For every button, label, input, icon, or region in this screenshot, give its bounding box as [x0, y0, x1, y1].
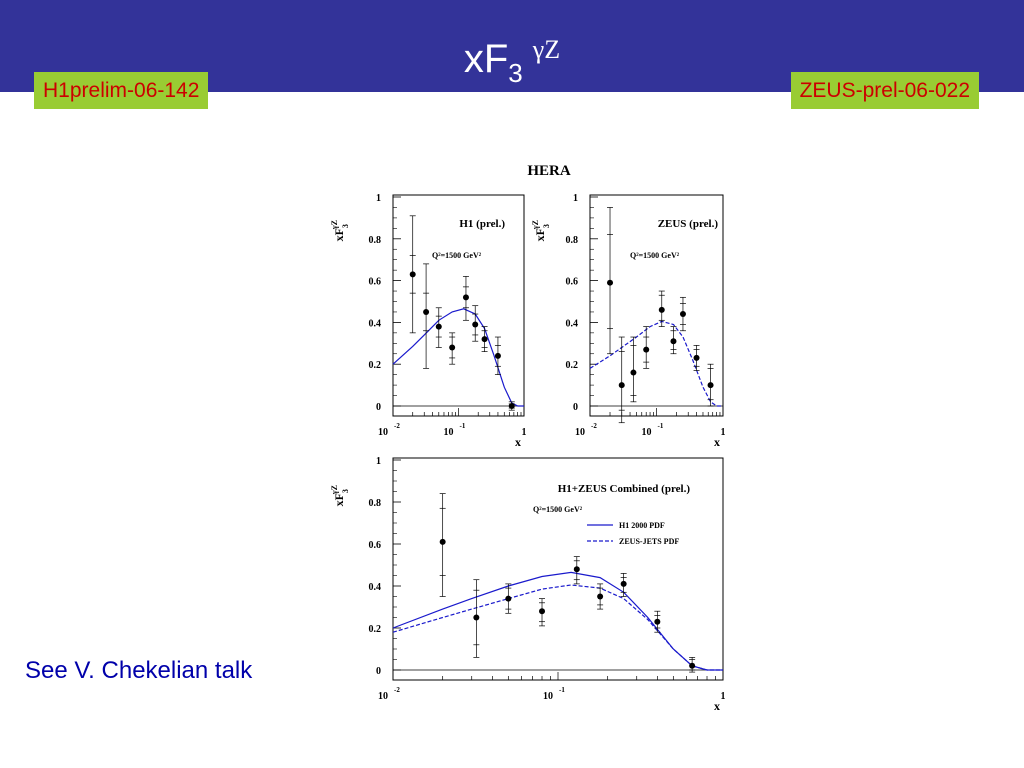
panel2-q2-label: Q²=1500 GeV²	[630, 251, 680, 260]
panel3-x-axis-label: x	[714, 699, 720, 713]
panel2-data-point	[693, 354, 700, 361]
slide-title: xF3 γZ	[0, 26, 1024, 97]
panel2-x-tick-exponent: -2	[591, 422, 597, 430]
panel2-x-tick-label: 10	[575, 427, 585, 438]
title-superscript: γZ	[532, 35, 561, 64]
title-main: xF	[463, 37, 509, 81]
panel1-x-tick-label: 10	[444, 427, 454, 438]
panel2-data-point	[643, 346, 650, 353]
panel1-y-axis-label: xF3γZ	[330, 220, 350, 241]
panel3-data-point	[573, 566, 580, 573]
panel2-data-point	[658, 306, 665, 313]
panel3-data-point	[597, 593, 604, 600]
panel2-x-tick-label: 10	[642, 427, 652, 438]
panel1-y-tick-label: 0.2	[369, 360, 382, 371]
panel3-y-tick-label: 1	[376, 456, 381, 467]
panel3-legend-label: ZEUS-JETS PDF	[619, 537, 679, 546]
panel1-y-tick-label: 0	[376, 402, 381, 413]
panel1-x-tick-label: 1	[522, 427, 527, 438]
panel1-data-point	[423, 308, 430, 315]
panel3-data-point	[654, 618, 661, 625]
panel1-data-point	[508, 403, 515, 409]
title-subscript: 3	[508, 58, 523, 88]
panel3-legend-label: H1 2000 PDF	[619, 521, 665, 530]
panel1-x-tick-exponent: -2	[394, 422, 400, 430]
panel2-y-tick-label: 0.8	[566, 235, 579, 246]
panel2-data-point	[679, 311, 686, 318]
panel2-x-axis-label: x	[714, 435, 720, 449]
panel2-x-tick-label: 1	[721, 427, 726, 438]
panel2-y-tick-label: 0.6	[566, 277, 579, 288]
panel1-y-tick-label: 0.6	[369, 277, 382, 288]
panel2-y-axis-label: xF3γZ	[531, 220, 551, 241]
panel3-y-tick-label: 0.2	[369, 624, 382, 635]
panel2-y-tick-label: 0	[573, 402, 578, 413]
panel2-y-tick-label: 1	[573, 193, 578, 204]
panel3-data-point	[473, 614, 480, 621]
panel3-x-tick-label: 10	[378, 691, 388, 702]
panel2-y-tick-label: 0.4	[566, 318, 579, 329]
panel1-data-point	[472, 321, 479, 328]
panel1-data-point	[481, 336, 488, 343]
panel3-data-point	[620, 580, 627, 587]
panel1-y-tick-label: 0.4	[369, 318, 382, 329]
panel3-data-point	[505, 595, 512, 602]
panel3-x-tick-exponent: -1	[559, 686, 565, 694]
panel1-title: H1 (prel.)	[459, 218, 505, 230]
panel1-data-point	[494, 352, 501, 359]
panel3-q2-label: Q²=1500 GeV²	[533, 505, 583, 514]
panel3-y-tick-label: 0	[376, 666, 381, 677]
panel3-y-tick-label: 0.8	[369, 498, 382, 509]
panel1-x-tick-exponent: -1	[460, 422, 466, 430]
panel2-data-point	[670, 338, 677, 345]
panel3-x-tick-label: 1	[721, 691, 726, 702]
panel2-data-point	[630, 369, 637, 376]
panel1-data-point	[409, 271, 416, 278]
panel3-y-tick-label: 0.4	[369, 582, 382, 593]
speaker-note: See V. Chekelian talk	[25, 657, 253, 684]
panel2-data-point	[707, 382, 714, 389]
panel2-data-point	[607, 279, 614, 286]
panel3-data-point	[439, 538, 446, 545]
panel3-x-tick-label: 10	[543, 691, 553, 702]
panel1-y-tick-label: 0.8	[369, 235, 382, 246]
panel2-title: ZEUS (prel.)	[658, 218, 719, 230]
panel1-q2-label: Q²=1500 GeV²	[432, 251, 482, 260]
zeus-prel-tag: ZEUS-prel-06-022	[790, 72, 979, 109]
panel1-data-point	[449, 344, 456, 351]
h1-prelim-tag: H1prelim-06-142	[34, 72, 209, 109]
figure-title: HERA	[527, 163, 571, 179]
panel3-x-tick-exponent: -2	[394, 686, 400, 694]
panel3-data-point	[689, 662, 696, 669]
panel1-x-axis-label: x	[515, 435, 521, 449]
panel1-data-point	[462, 294, 469, 301]
panel3-y-axis-label: xF3γZ	[330, 485, 350, 506]
panel2-x-tick-exponent: -1	[658, 422, 664, 430]
panel2-y-tick-label: 0.2	[566, 360, 579, 371]
panel3-curve-dashed	[392, 584, 723, 671]
panel3-data-point	[539, 608, 546, 615]
panel1-data-point	[435, 323, 442, 330]
panel1-y-tick-label: 1	[376, 193, 381, 204]
panel3-title: H1+ZEUS Combined (prel.)	[558, 483, 691, 495]
panel1-x-tick-label: 10	[378, 427, 388, 438]
panel3-y-tick-label: 0.6	[369, 540, 382, 551]
panel2-data-point	[618, 382, 625, 389]
